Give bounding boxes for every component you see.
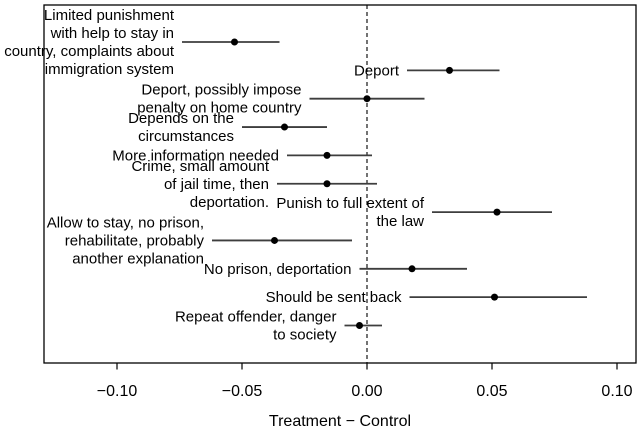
x-tick-label: 0.10 xyxy=(601,383,632,400)
point-estimate-dot xyxy=(281,123,288,131)
point-estimate-dot xyxy=(231,38,238,46)
point-estimate-dot xyxy=(356,322,363,329)
category-label: Crime, small amount of jail time, then dep… xyxy=(131,158,269,211)
point-estimate-dot xyxy=(446,66,453,74)
category-label: Limited punishment with help to stay in co… xyxy=(4,7,175,78)
point-estimate-dot xyxy=(323,151,331,159)
category-label: Punish to full extent of the law xyxy=(276,195,424,230)
x-tick-label: −0.05 xyxy=(222,383,263,400)
category-label: Repeat offender, danger to society xyxy=(175,309,337,344)
category-label: Should be sent back xyxy=(266,289,402,306)
point-estimate-dot xyxy=(363,95,371,103)
category-label: Deport, possibly impose penalty on home c… xyxy=(137,82,302,117)
x-tick-label: −0.10 xyxy=(97,383,138,400)
category-label: Depends on the circumstances xyxy=(128,110,234,145)
category-label: Allow to stay, no prison, rehabilitate, p… xyxy=(47,214,205,267)
plot-border xyxy=(43,4,637,364)
category-label: More information needed xyxy=(112,147,279,164)
category-label: No prison, deportation xyxy=(204,261,352,278)
x-axis-title: Treatment − Control xyxy=(269,413,411,430)
point-estimate-dot xyxy=(271,236,278,244)
x-tick-label: 0.05 xyxy=(476,383,507,400)
category-label: Deport xyxy=(354,62,400,79)
point-estimate-dot xyxy=(323,180,331,188)
point-estimate-dot xyxy=(493,208,501,216)
point-estimate-dot xyxy=(491,293,498,301)
point-estimate-dot xyxy=(408,265,416,273)
x-tick-label: 0.00 xyxy=(351,383,382,400)
